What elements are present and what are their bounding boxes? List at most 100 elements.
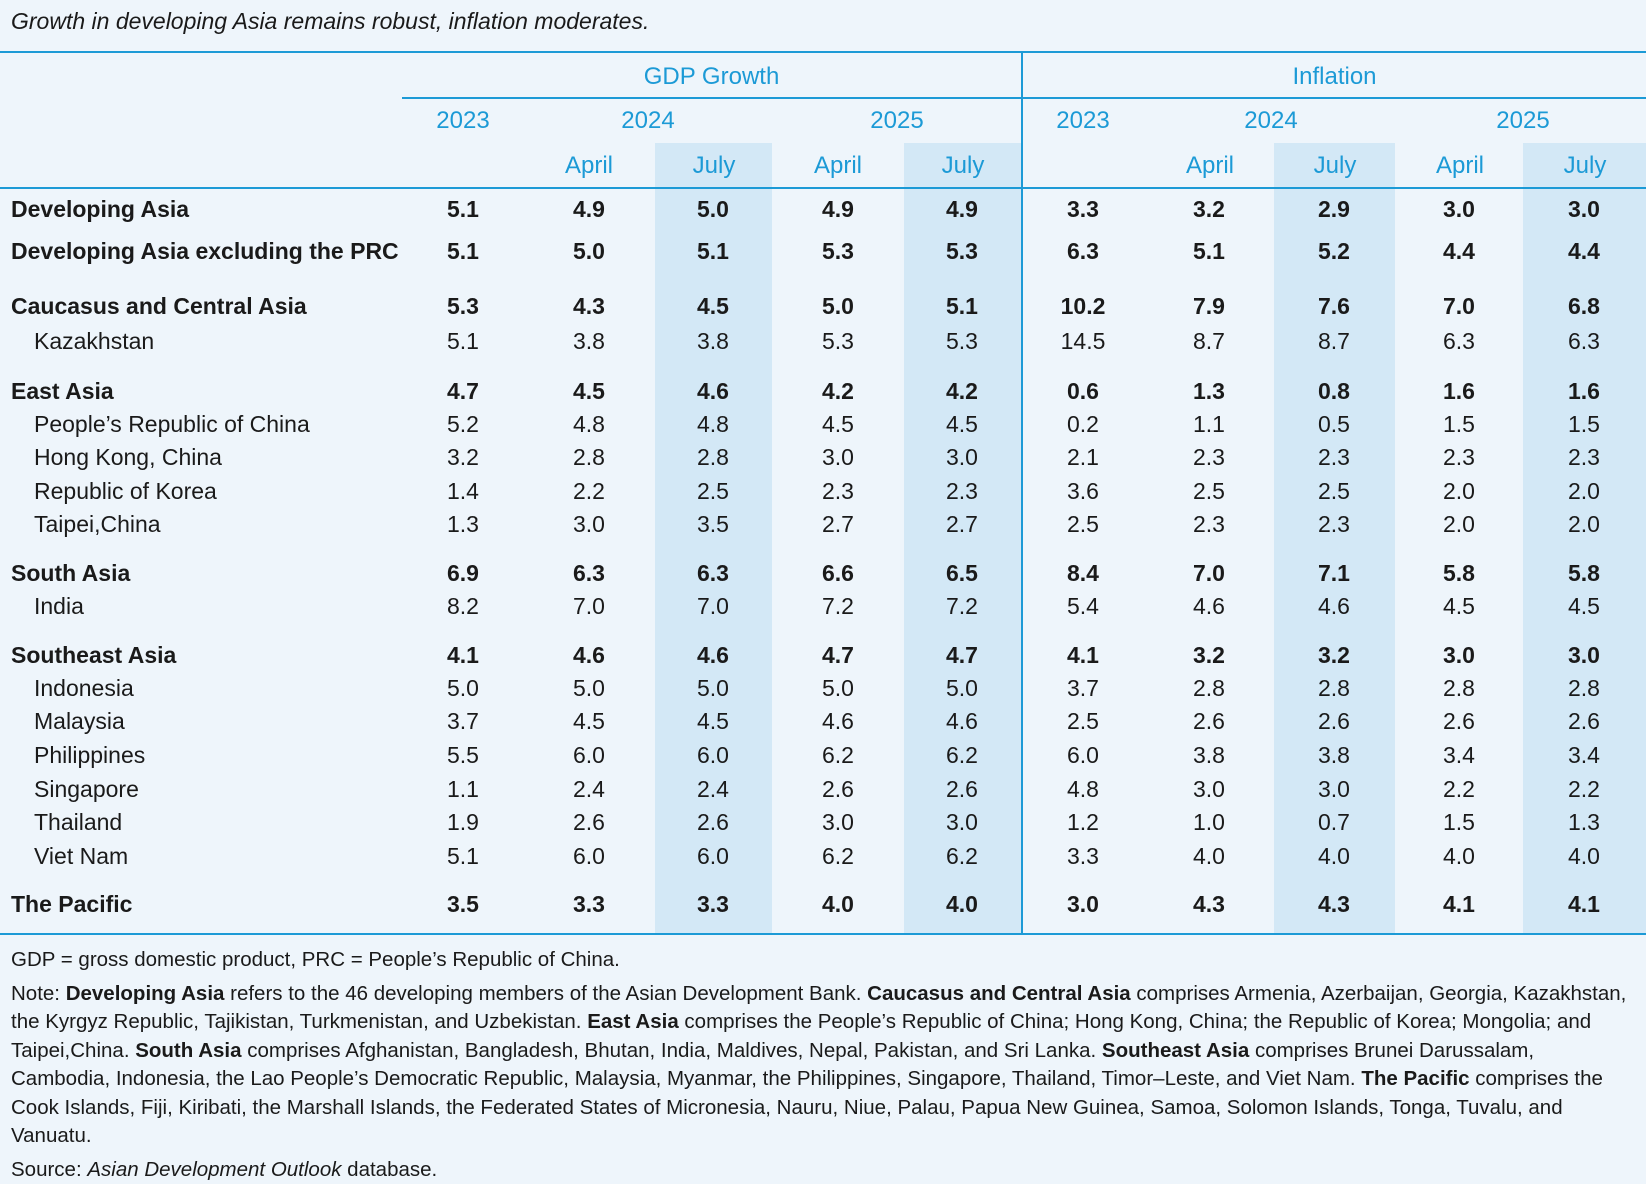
note-term: Caucasus and Central Asia: [867, 982, 1131, 1005]
table-cell: 10.2: [1043, 290, 1123, 323]
table-cell: 5.1: [423, 325, 503, 358]
table-cell: 4.6: [1294, 590, 1374, 623]
table-cell: 2.3: [1169, 508, 1249, 541]
table-cell: 3.7: [1043, 672, 1123, 705]
header-inf-2025-july: July: [1535, 152, 1635, 180]
table-cell: 5.4: [1043, 590, 1123, 623]
table-cell: 1.4: [423, 475, 503, 508]
row-label: Kazakhstan: [34, 325, 154, 358]
table-cell: 1.6: [1544, 375, 1624, 408]
table-cell: 4.5: [549, 705, 629, 738]
table-cell: 2.6: [1294, 705, 1374, 738]
table-cell: 2.3: [922, 475, 1002, 508]
table-cell: 4.4: [1544, 235, 1624, 268]
header-inf-2024-april: April: [1160, 152, 1260, 180]
table-cell: 4.6: [549, 639, 629, 672]
table-cell: 3.0: [798, 806, 878, 839]
header-year-inf-2023: 2023: [1033, 107, 1133, 135]
table-cell: 1.5: [1419, 408, 1499, 441]
table-cell: 1.1: [423, 773, 503, 806]
table-cell: 4.7: [922, 639, 1002, 672]
table-cell: 6.3: [1419, 325, 1499, 358]
abbreviations-note: GDP = gross domestic product, PRC = Peop…: [11, 946, 1636, 975]
table-cell: 5.0: [673, 193, 753, 226]
row-label: Malaysia: [34, 705, 125, 738]
regions-note: Note: Developing Asia refers to the 46 d…: [11, 980, 1636, 1151]
table-cell: 4.1: [1419, 888, 1499, 921]
table-cell: 4.8: [673, 408, 753, 441]
table-cell: 1.6: [1419, 375, 1499, 408]
note-term: The Pacific: [1361, 1067, 1469, 1090]
table-cell: 2.8: [1169, 672, 1249, 705]
table-cell: 2.3: [1294, 508, 1374, 541]
table-cell: 4.8: [1043, 773, 1123, 806]
header-bottom-rule: [0, 187, 1646, 189]
table-cell: 1.3: [1169, 375, 1249, 408]
table-cell: 5.1: [423, 193, 503, 226]
table-cell: 5.3: [922, 325, 1002, 358]
table-cell: 3.8: [549, 325, 629, 358]
table-cell: 2.3: [1419, 441, 1499, 474]
table-cell: 3.3: [1043, 193, 1123, 226]
table-cell: 3.8: [1169, 739, 1249, 772]
table-cell: 7.0: [673, 590, 753, 623]
table-cell: 4.0: [1294, 840, 1374, 873]
table-cell: 6.0: [549, 840, 629, 873]
table-cell: 4.5: [1544, 590, 1624, 623]
table-cell: 1.5: [1544, 408, 1624, 441]
table-cell: 3.0: [1544, 639, 1624, 672]
table-cell: 8.7: [1169, 325, 1249, 358]
table-cell: 4.0: [922, 888, 1002, 921]
table-cell: 1.1: [1169, 408, 1249, 441]
table-cell: 6.0: [549, 739, 629, 772]
table-cell: 7.1: [1294, 557, 1374, 590]
table-cell: 4.1: [1043, 639, 1123, 672]
table-cell: 4.5: [922, 408, 1002, 441]
top-rule: [0, 51, 1646, 53]
table-cell: 2.3: [1294, 441, 1374, 474]
table-cell: 3.2: [423, 441, 503, 474]
table-cell: 2.5: [1043, 705, 1123, 738]
table-cell: 2.6: [549, 806, 629, 839]
table-cell: 3.4: [1419, 739, 1499, 772]
table-cell: 4.5: [673, 290, 753, 323]
table-cell: 2.0: [1419, 475, 1499, 508]
table-cell: 2.3: [798, 475, 878, 508]
row-label: Caucasus and Central Asia: [11, 290, 307, 323]
row-label: Singapore: [34, 773, 139, 806]
table-cell: 5.0: [549, 672, 629, 705]
table-cell: 5.0: [798, 672, 878, 705]
note-term: Developing Asia: [66, 982, 225, 1005]
header-gdp-2025-july: July: [913, 152, 1013, 180]
table-cell: 3.0: [1419, 639, 1499, 672]
table-cell: 4.4: [1419, 235, 1499, 268]
table-cell: 2.0: [1544, 508, 1624, 541]
table-cell: 1.9: [423, 806, 503, 839]
table-cell: 2.6: [1544, 705, 1624, 738]
table-cell: 6.0: [673, 739, 753, 772]
table-cell: 2.2: [1419, 773, 1499, 806]
row-label: Developing Asia excluding the PRC: [11, 235, 399, 268]
source-suffix: database.: [341, 1158, 437, 1181]
table-cell: 6.2: [798, 739, 878, 772]
table-cell: 3.8: [1294, 739, 1374, 772]
table-cell: 4.0: [1169, 840, 1249, 873]
table-cell: 5.2: [1294, 235, 1374, 268]
header-gdp-2025-april: April: [788, 152, 888, 180]
row-label: Viet Nam: [34, 840, 128, 873]
table-cell: 5.8: [1544, 557, 1624, 590]
table-cell: 3.0: [1294, 773, 1374, 806]
header-inf-2024-july: July: [1285, 152, 1385, 180]
table-cell: 3.0: [1544, 193, 1624, 226]
row-label: Developing Asia: [11, 193, 189, 226]
table-cell: 6.0: [673, 840, 753, 873]
table-cell: 2.6: [798, 773, 878, 806]
table-cell: 3.6: [1043, 475, 1123, 508]
